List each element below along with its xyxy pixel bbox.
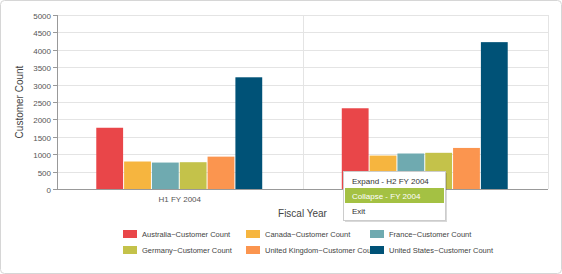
- menu-highlight: [345, 188, 444, 203]
- y-tick: [53, 119, 57, 120]
- bar: [152, 163, 179, 189]
- y-tick: [53, 85, 57, 86]
- chart-frame: [1, 1, 562, 274]
- y-tick-label: 1500: [33, 134, 51, 143]
- y-tick-label: 2000: [33, 116, 51, 125]
- y-tick-label: 4000: [33, 47, 51, 56]
- y-tick: [53, 172, 57, 173]
- menu-item[interactable]: Collapse - FY 2004: [352, 192, 421, 201]
- legend-label: Germany~Customer Count: [142, 246, 233, 255]
- grid-line: [57, 137, 548, 138]
- legend-label: Australia~Customer Count: [142, 230, 231, 239]
- grid-line: [57, 15, 548, 16]
- bar: [481, 42, 508, 189]
- y-tick: [53, 189, 57, 190]
- legend-label: France~Customer Count: [389, 230, 472, 239]
- chart-root: 0 500 1000 1500 2000 2500 3000 3500 4000 4500 5000…: [0, 0, 562, 274]
- legend-swatch: [246, 246, 260, 254]
- bar: [235, 77, 262, 189]
- x-tick-label: H1 FY 2004: [158, 195, 201, 204]
- bar: [180, 162, 207, 189]
- y-tick: [53, 154, 57, 155]
- y-axis-line: [57, 15, 58, 189]
- legend-swatch: [370, 246, 384, 254]
- legend-swatch: [123, 230, 137, 238]
- y-tick-label: 3000: [33, 82, 51, 91]
- y-tick-label: 500: [38, 169, 52, 178]
- legend-swatch: [246, 230, 260, 238]
- y-tick: [53, 67, 57, 68]
- x-axis-title: Fiscal Year: [278, 208, 328, 219]
- y-tick: [53, 137, 57, 138]
- y-tick-label: 1000: [33, 151, 51, 160]
- grid-line: [57, 189, 548, 190]
- menu-item[interactable]: Exit: [352, 207, 366, 216]
- y-tick: [53, 15, 57, 16]
- category-separator: [303, 15, 304, 189]
- legend-label: United Kingdom~Customer Count: [265, 246, 378, 255]
- y-axis-title: Customer Count: [14, 65, 25, 138]
- grid-line: [57, 102, 548, 103]
- bar: [208, 157, 235, 189]
- context-menu: [344, 172, 446, 221]
- bar: [453, 148, 480, 189]
- y-tick-label: 3500: [33, 64, 51, 73]
- grid-line: [57, 50, 548, 51]
- y-tick: [53, 32, 57, 33]
- bar: [96, 128, 123, 189]
- y-tick-label: 0: [47, 186, 52, 195]
- y-tick-label: 5000: [33, 12, 51, 21]
- bar: [124, 162, 151, 189]
- grid-line: [57, 119, 548, 120]
- legend-swatch: [123, 246, 137, 254]
- chart: 0 500 1000 1500 2000 2500 3000 3500 4000 4500 5000…: [0, 0, 562, 274]
- y-tick: [53, 102, 57, 103]
- grid-line: [57, 32, 548, 33]
- bars: [96, 42, 507, 189]
- y-tick: [53, 50, 57, 51]
- y-tick-label: 4500: [33, 29, 51, 38]
- y-tick-label: 2500: [33, 99, 51, 108]
- legend-swatch: [370, 230, 384, 238]
- legend-label: United States~Customer Count: [389, 246, 494, 255]
- grid-line: [57, 85, 548, 86]
- legend-label: Canada~Customer Count: [265, 230, 351, 239]
- category-separator: [548, 15, 549, 189]
- menu-item[interactable]: Expand - H2 FY 2004: [352, 177, 429, 186]
- grid-line: [57, 67, 548, 68]
